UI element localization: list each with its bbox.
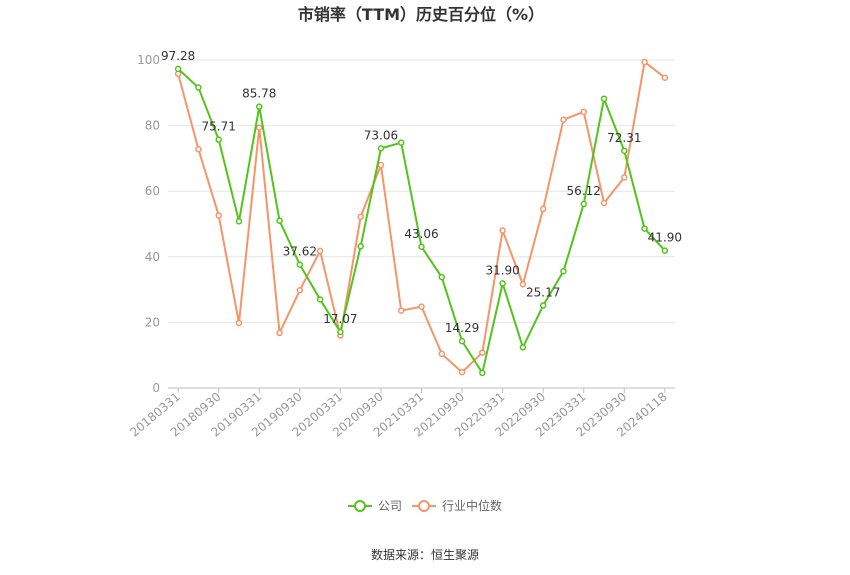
data-point bbox=[580, 108, 587, 116]
y-tick-label: 0 bbox=[152, 381, 160, 395]
series-line bbox=[177, 68, 666, 374]
data-point bbox=[479, 349, 486, 356]
data-point bbox=[256, 124, 263, 131]
axes: 0204060801002018033120180930201903312019… bbox=[127, 53, 675, 440]
data-point bbox=[215, 212, 222, 219]
data-point bbox=[377, 145, 385, 152]
y-tick-label: 60 bbox=[145, 184, 160, 198]
data-label: 72.31 bbox=[607, 131, 641, 145]
source-note: 数据来源：恒生聚源 bbox=[371, 547, 479, 562]
data-label: 17.07 bbox=[323, 312, 357, 326]
data-point bbox=[397, 307, 405, 314]
data-point bbox=[499, 280, 506, 287]
data-point bbox=[316, 247, 324, 255]
series bbox=[174, 58, 669, 377]
data-label: 37.62 bbox=[283, 245, 317, 259]
data-point bbox=[600, 199, 608, 207]
legend-label: 公司 bbox=[378, 499, 402, 513]
y-tick-label: 80 bbox=[145, 119, 160, 133]
data-point bbox=[560, 267, 567, 275]
data-point bbox=[357, 243, 364, 250]
data-point bbox=[641, 225, 648, 232]
data-point bbox=[458, 369, 466, 376]
chart-title: 市销率（TTM）历史百分位（%） bbox=[298, 5, 544, 24]
data-point bbox=[316, 296, 324, 303]
data-point bbox=[357, 213, 364, 221]
data-point bbox=[519, 281, 527, 288]
data-point bbox=[580, 200, 587, 208]
data-point bbox=[195, 145, 202, 153]
y-tick-label: 40 bbox=[145, 250, 160, 264]
data-point bbox=[661, 74, 669, 81]
data-point bbox=[418, 243, 425, 251]
data-label: 31.90 bbox=[485, 263, 519, 277]
data-point bbox=[296, 261, 304, 268]
data-point bbox=[174, 65, 182, 73]
data-point bbox=[235, 319, 243, 327]
legend-swatch-marker bbox=[354, 500, 366, 512]
data-point bbox=[438, 273, 446, 281]
data-point bbox=[276, 329, 283, 337]
data-point bbox=[377, 161, 385, 169]
data-point bbox=[256, 103, 263, 110]
data-point bbox=[458, 337, 466, 345]
legend-swatch-marker bbox=[418, 500, 430, 512]
data-point bbox=[215, 136, 222, 143]
data-point bbox=[276, 217, 283, 224]
data-labels: 97.28 75.71 85.78 37.62 17.07 73.06 43.06 14.29… bbox=[161, 49, 682, 335]
data-point bbox=[519, 344, 527, 351]
data-point bbox=[235, 218, 243, 225]
legend-label: 行业中位数 bbox=[442, 498, 502, 513]
legend[interactable]: 公司 行业中位数 bbox=[348, 498, 502, 513]
data-point bbox=[438, 350, 446, 358]
data-point bbox=[600, 95, 608, 102]
data-point bbox=[621, 174, 628, 181]
data-label: 73.06 bbox=[364, 128, 398, 142]
data-point bbox=[621, 147, 628, 155]
y-tick-label: 20 bbox=[145, 315, 160, 329]
y-tick-label: 100 bbox=[137, 53, 160, 67]
data-label: 97.28 bbox=[161, 49, 195, 63]
data-point bbox=[641, 58, 648, 66]
data-point bbox=[418, 303, 425, 310]
data-label: 75.71 bbox=[202, 120, 236, 134]
data-point bbox=[499, 227, 506, 234]
data-point bbox=[661, 247, 669, 254]
data-label: 56.12 bbox=[567, 184, 601, 198]
series-line bbox=[177, 60, 666, 374]
data-point bbox=[195, 84, 202, 91]
data-point bbox=[539, 205, 547, 213]
data-point bbox=[479, 369, 486, 377]
data-point bbox=[337, 328, 344, 336]
data-point bbox=[397, 139, 405, 146]
data-label: 25.17 bbox=[526, 285, 560, 299]
data-point bbox=[560, 116, 567, 123]
data-point bbox=[296, 287, 304, 294]
data-label: 41.90 bbox=[648, 231, 682, 245]
data-label: 43.06 bbox=[404, 227, 438, 241]
data-point bbox=[539, 302, 547, 309]
data-label: 14.29 bbox=[445, 321, 479, 335]
data-label: 85.78 bbox=[242, 87, 276, 101]
